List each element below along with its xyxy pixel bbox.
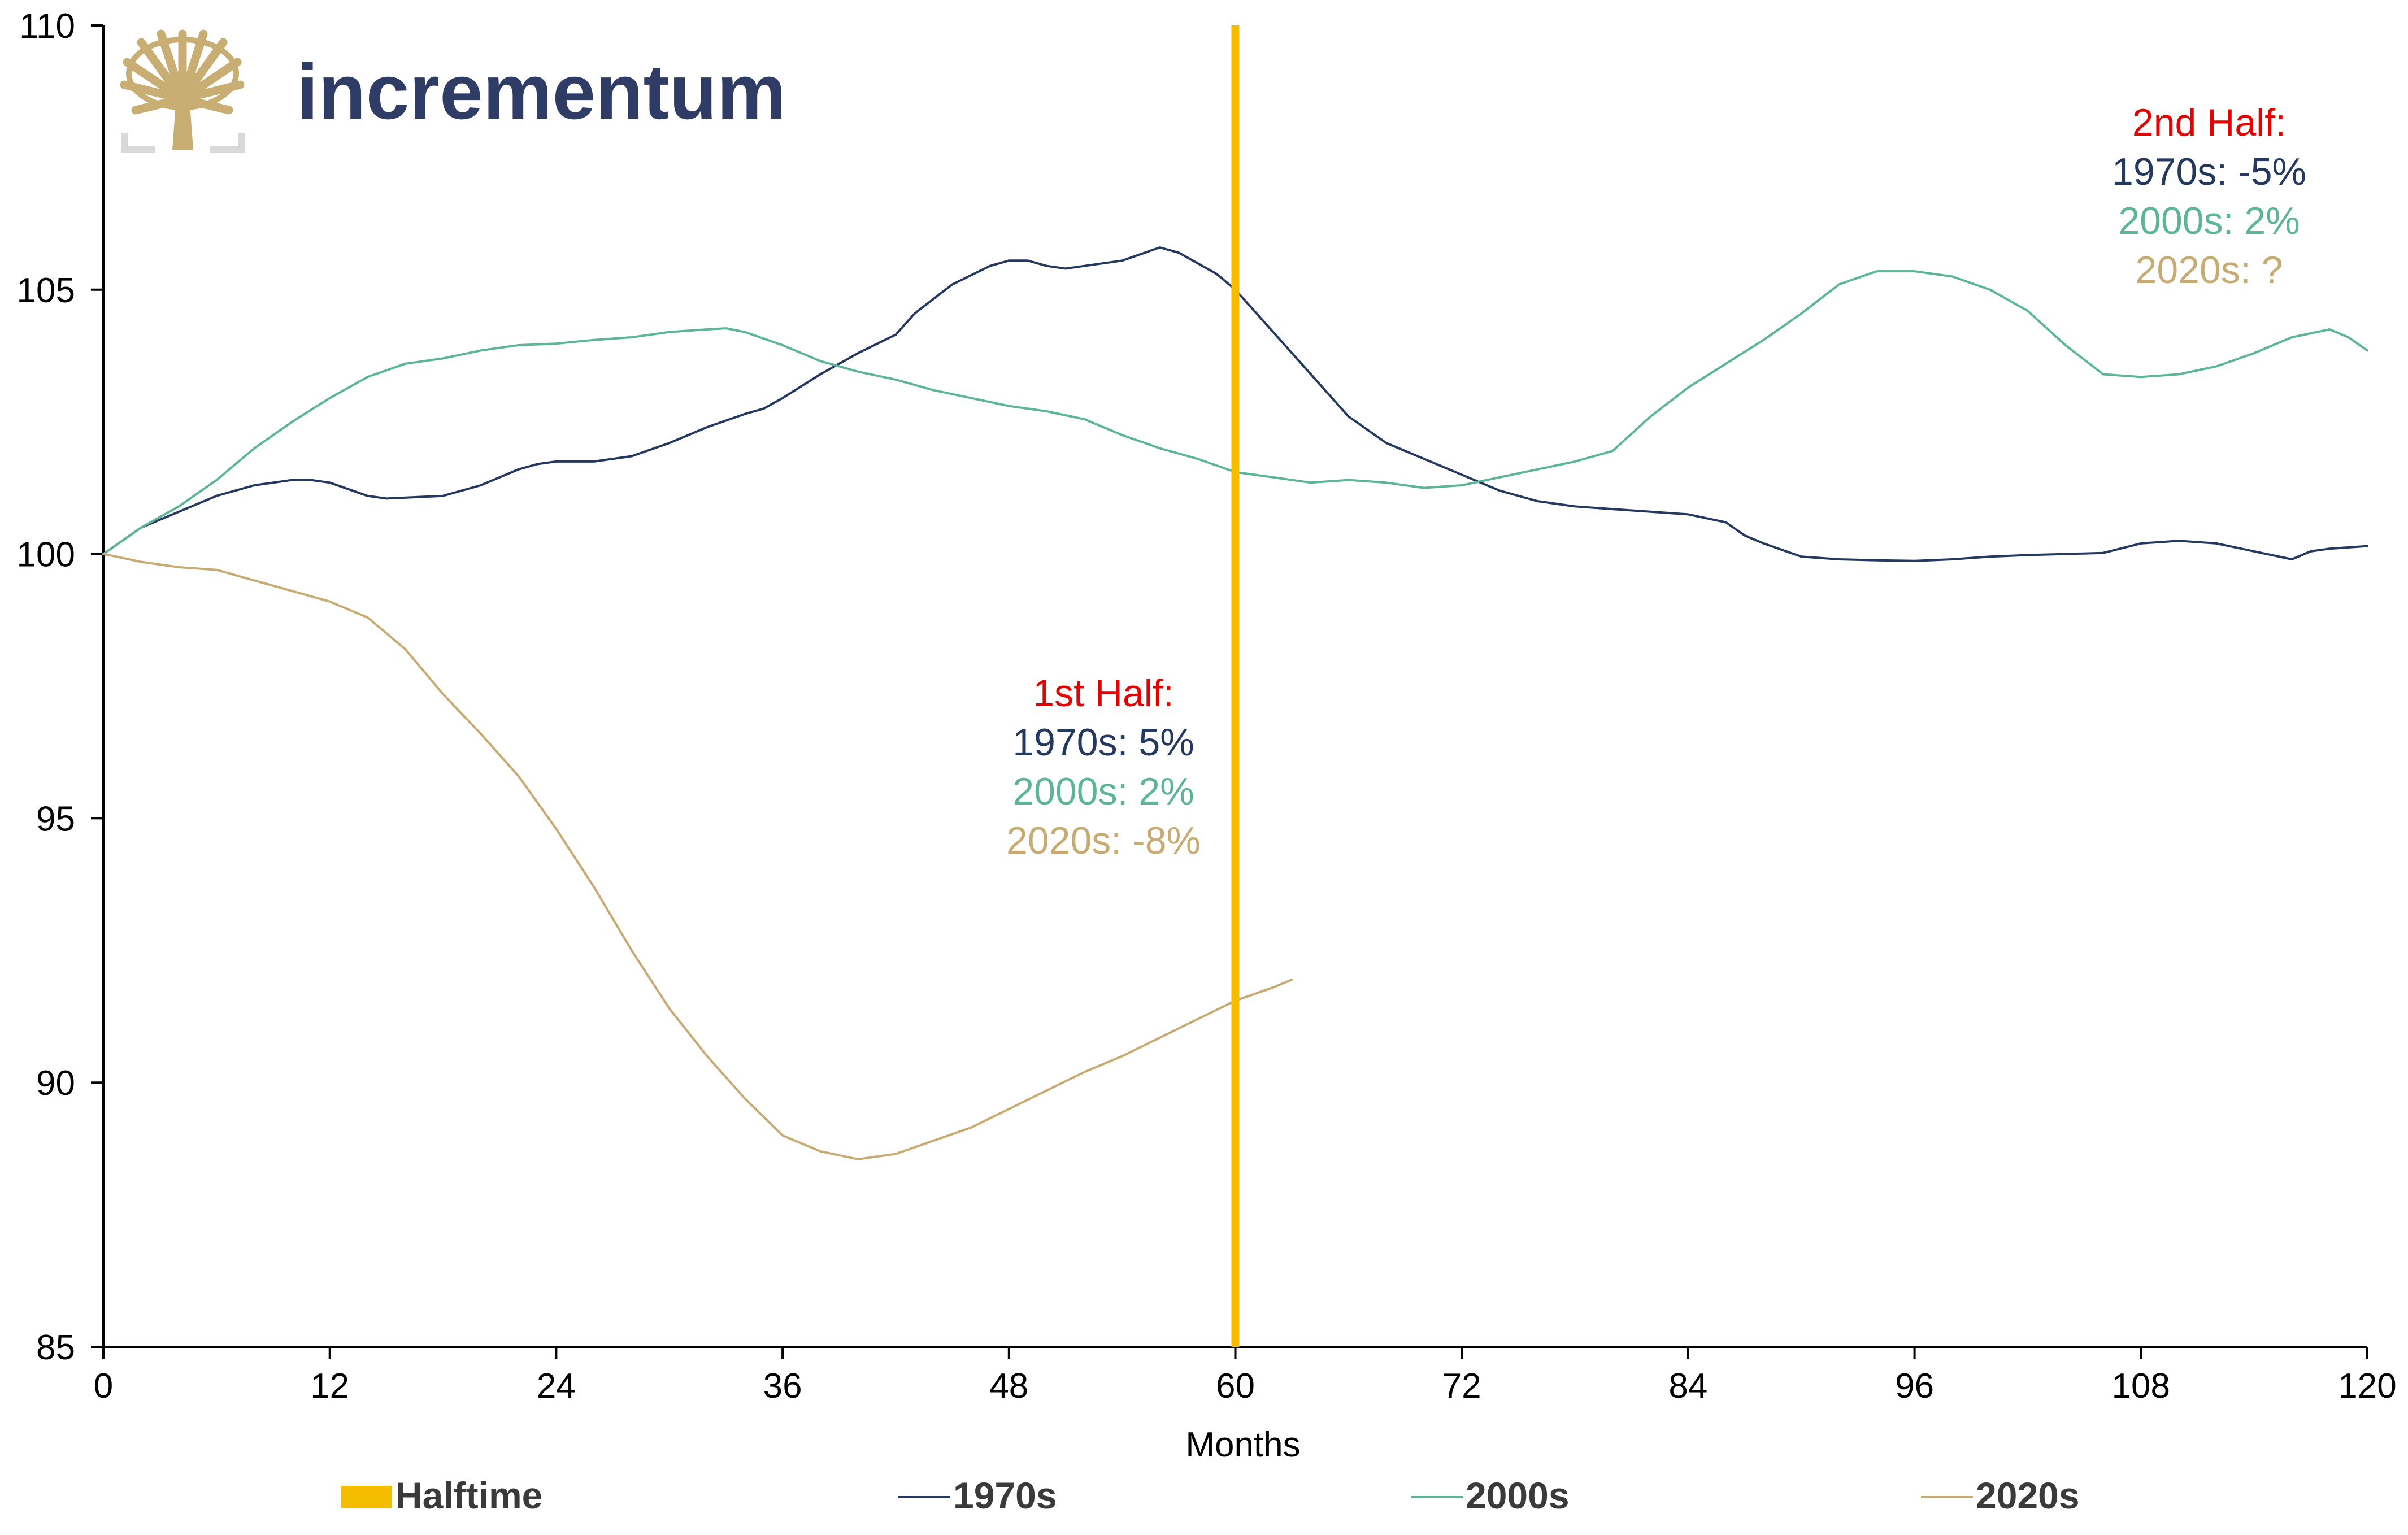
y-tick-label: 90 [36, 1064, 75, 1103]
x-tick-label: 108 [2112, 1367, 2170, 1406]
x-tick-label: 36 [763, 1367, 802, 1406]
legend-label: 2020s [1976, 1475, 2080, 1516]
x-tick-label: 0 [94, 1367, 113, 1406]
x-tick-label: 96 [1895, 1367, 1934, 1406]
y-tick-label: 100 [17, 536, 75, 575]
y-ticks: 85 90 95 100 105 110 [17, 7, 103, 1367]
brand-name: incrementum [297, 49, 786, 136]
x-axis-title: Months [1185, 1425, 1300, 1464]
tree-icon [120, 29, 245, 153]
second-half-heading: 2nd Half: [2132, 101, 2286, 144]
second-half-2000s: 2000s: 2% [2118, 199, 2300, 242]
second-half-2020s: 2020s: ? [2136, 249, 2283, 292]
legend-label: Halftime [395, 1475, 542, 1516]
series-line-2020s [102, 553, 1293, 1160]
x-tick-label: 24 [537, 1367, 576, 1406]
x-tick-label: 48 [989, 1367, 1028, 1406]
first-half-2020s: 2020s: -8% [1006, 819, 1201, 862]
first-half-1970s: 1970s: 5% [1012, 721, 1194, 764]
y-tick-label: 110 [19, 7, 75, 46]
y-tick-label: 105 [17, 271, 75, 310]
first-half-heading: 1st Half: [1033, 672, 1173, 715]
x-tick-label: 12 [310, 1367, 349, 1406]
x-tick-label: 60 [1216, 1367, 1255, 1406]
second-half-annotation: 2nd Half: 1970s: -5% 2000s: 2% 2020s: ? [2112, 101, 2306, 292]
incrementum-logo: incrementum [120, 29, 786, 153]
y-tick-label: 95 [36, 799, 75, 838]
x-tick-label: 84 [1668, 1367, 1707, 1406]
x-tick-label: 120 [2338, 1367, 2396, 1406]
legend-label: 2000s [1466, 1475, 1570, 1516]
y-tick-label: 85 [36, 1328, 75, 1367]
series-line-1970s [102, 246, 2368, 562]
x-tick-label: 72 [1442, 1367, 1481, 1406]
first-half-2000s: 2000s: 2% [1012, 770, 1194, 813]
second-half-1970s: 1970s: -5% [2112, 150, 2306, 193]
x-ticks: 0 12 24 36 48 60 72 84 96 108 120 [94, 1347, 2397, 1406]
legend-label: 1970s [953, 1475, 1057, 1516]
first-half-annotation: 1st Half: 1970s: 5% 2000s: 2% 2020s: -8% [1006, 672, 1201, 862]
legend: Halftime 1970s 2000s 2020s [341, 1475, 2080, 1516]
legend-swatch-halftime [341, 1486, 392, 1508]
